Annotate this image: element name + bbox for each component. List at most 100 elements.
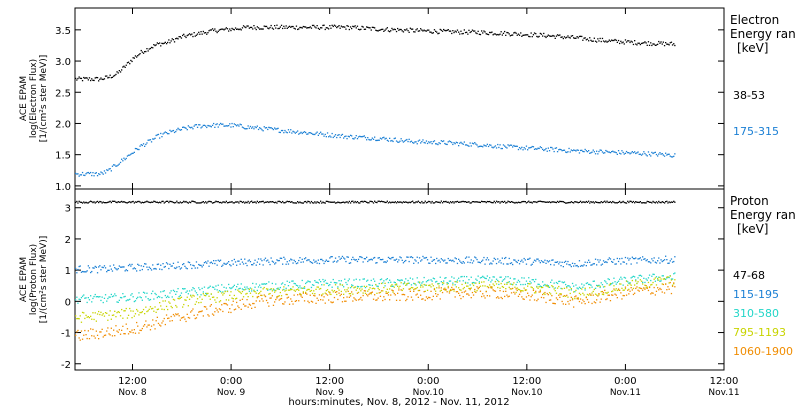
electron-series-point xyxy=(309,26,311,28)
proton-series-point xyxy=(383,296,385,298)
electron-series-point xyxy=(487,145,490,148)
proton-series-point xyxy=(192,294,194,296)
electron-series-point xyxy=(578,35,581,38)
proton-series-point xyxy=(341,201,344,203)
proton-series-point xyxy=(400,282,402,284)
proton-series-point xyxy=(658,289,660,291)
electron-series-point xyxy=(207,124,209,127)
proton-series-point xyxy=(472,294,475,296)
proton-series-point xyxy=(150,269,153,271)
proton-series-point xyxy=(401,289,403,292)
electron-series-point xyxy=(657,155,659,157)
electron-series-point xyxy=(277,27,279,30)
proton-series-point xyxy=(83,271,85,273)
electron-series-point xyxy=(168,39,170,41)
proton-series-point xyxy=(202,291,204,293)
electron-series-point xyxy=(665,42,667,44)
proton-series-point xyxy=(630,263,632,265)
electron-series-point xyxy=(187,34,189,36)
proton-series-point xyxy=(285,289,287,291)
proton-series-point xyxy=(651,283,653,286)
proton-series-point xyxy=(343,257,345,259)
proton-series-point xyxy=(582,265,584,267)
proton-series-point xyxy=(170,305,172,308)
proton-series-point xyxy=(444,289,446,291)
proton-series-point xyxy=(531,294,533,296)
proton-series-point xyxy=(357,258,360,260)
proton-series-point xyxy=(247,288,249,290)
proton-series-point xyxy=(199,296,201,298)
proton-series-point xyxy=(329,284,331,286)
electron-series-point xyxy=(196,33,199,35)
proton-series-point xyxy=(241,288,244,290)
proton-series-point xyxy=(84,329,86,332)
proton-series-point xyxy=(117,311,119,313)
electron-series-point xyxy=(320,131,322,133)
proton-series-point xyxy=(78,200,80,202)
proton-series-point xyxy=(367,290,369,292)
proton-series-point xyxy=(214,262,216,265)
proton-series-point xyxy=(547,201,549,203)
proton-series-point xyxy=(253,290,255,292)
electron-series-point xyxy=(199,124,201,126)
proton-series-point xyxy=(311,284,314,286)
electron-series-point xyxy=(198,124,200,126)
proton-series-point xyxy=(176,200,178,202)
electron-series-point xyxy=(226,28,229,30)
proton-series-point xyxy=(139,311,141,314)
proton-series-point xyxy=(311,262,314,264)
proton-series-point xyxy=(558,201,560,203)
electron-series-point xyxy=(309,132,311,134)
proton-series-point xyxy=(141,327,143,330)
proton-series-point xyxy=(565,202,567,204)
proton-series-point xyxy=(382,299,384,302)
proton-series-point xyxy=(260,201,262,203)
proton-series-point xyxy=(609,300,612,302)
proton-series-point xyxy=(443,260,445,262)
proton-series-point xyxy=(283,256,285,258)
proton-series-point xyxy=(559,261,561,263)
proton-series-point xyxy=(571,201,574,204)
proton-series-point xyxy=(570,288,572,290)
electron-series-point xyxy=(493,146,495,148)
electron-series-point xyxy=(647,41,650,43)
proton-series-point xyxy=(195,261,198,263)
proton-series-point xyxy=(632,257,635,260)
proton-series-point xyxy=(570,296,572,298)
electron-series-point xyxy=(169,129,171,131)
proton-series-point xyxy=(208,286,210,289)
proton-series-point xyxy=(116,301,118,303)
electron-series-point xyxy=(616,153,618,155)
proton-series-point xyxy=(593,280,595,282)
proton-series-point xyxy=(182,316,184,319)
electron-series-point xyxy=(458,145,460,147)
electron-series-point xyxy=(248,27,250,29)
proton-series-point xyxy=(240,200,242,203)
proton-series-point xyxy=(424,299,426,301)
proton-series-point xyxy=(306,289,308,291)
proton-series-point xyxy=(183,200,185,202)
proton-series-point xyxy=(619,278,621,280)
electron-series-point xyxy=(512,146,514,148)
proton-series-point xyxy=(366,201,368,203)
proton-series-point xyxy=(278,259,280,262)
electron-series-point xyxy=(634,151,636,153)
proton-series-point xyxy=(428,296,430,298)
proton-series-point xyxy=(188,261,191,264)
proton-series-point xyxy=(134,268,137,270)
proton-series-point xyxy=(420,284,422,286)
electron-series-point xyxy=(321,133,323,135)
proton-series-point xyxy=(369,200,371,202)
proton-series-point xyxy=(487,201,490,203)
proton-series-point xyxy=(412,257,414,259)
proton-series-point xyxy=(421,200,423,203)
electron-series-point xyxy=(374,27,376,29)
electron-series-point xyxy=(270,24,272,27)
proton-series-point xyxy=(561,300,563,303)
electron-series-point xyxy=(642,153,644,155)
proton-series-point xyxy=(103,334,106,337)
proton-series-point xyxy=(329,291,331,293)
proton-series-point xyxy=(567,260,569,263)
electron-series-point xyxy=(378,139,380,141)
electron-series-point xyxy=(330,136,332,138)
